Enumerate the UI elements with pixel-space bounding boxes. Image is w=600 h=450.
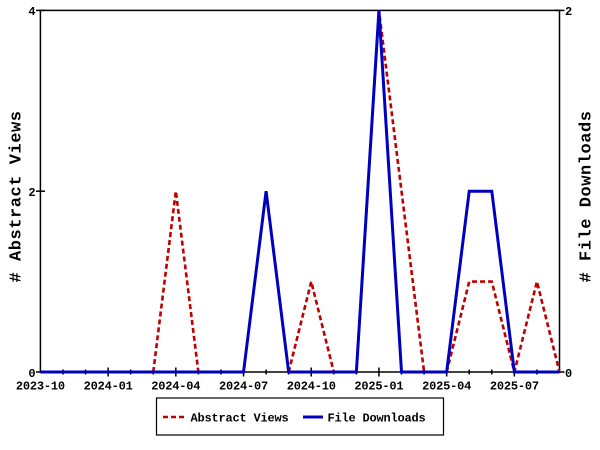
svg-text:0: 0 xyxy=(565,367,572,381)
svg-text:Abstract Views: Abstract Views xyxy=(191,412,289,426)
svg-text:2: 2 xyxy=(28,186,35,200)
svg-text:2025-07: 2025-07 xyxy=(490,380,539,394)
svg-text:2024-04: 2024-04 xyxy=(151,380,200,394)
svg-text:2024-07: 2024-07 xyxy=(219,380,268,394)
svg-text:2: 2 xyxy=(565,5,572,19)
svg-text:2024-01: 2024-01 xyxy=(84,380,133,394)
svg-text:2024-10: 2024-10 xyxy=(287,380,336,394)
svg-text:4: 4 xyxy=(28,5,35,19)
svg-text:File Downloads: File Downloads xyxy=(328,412,426,426)
svg-text:# File Downloads: # File Downloads xyxy=(578,110,597,282)
svg-text:2025-01: 2025-01 xyxy=(354,380,403,394)
svg-text:2023-10: 2023-10 xyxy=(16,380,65,394)
svg-text:0: 0 xyxy=(28,367,35,381)
svg-text:2025-04: 2025-04 xyxy=(422,380,471,394)
svg-text:# Abstract Views: # Abstract Views xyxy=(8,110,27,282)
